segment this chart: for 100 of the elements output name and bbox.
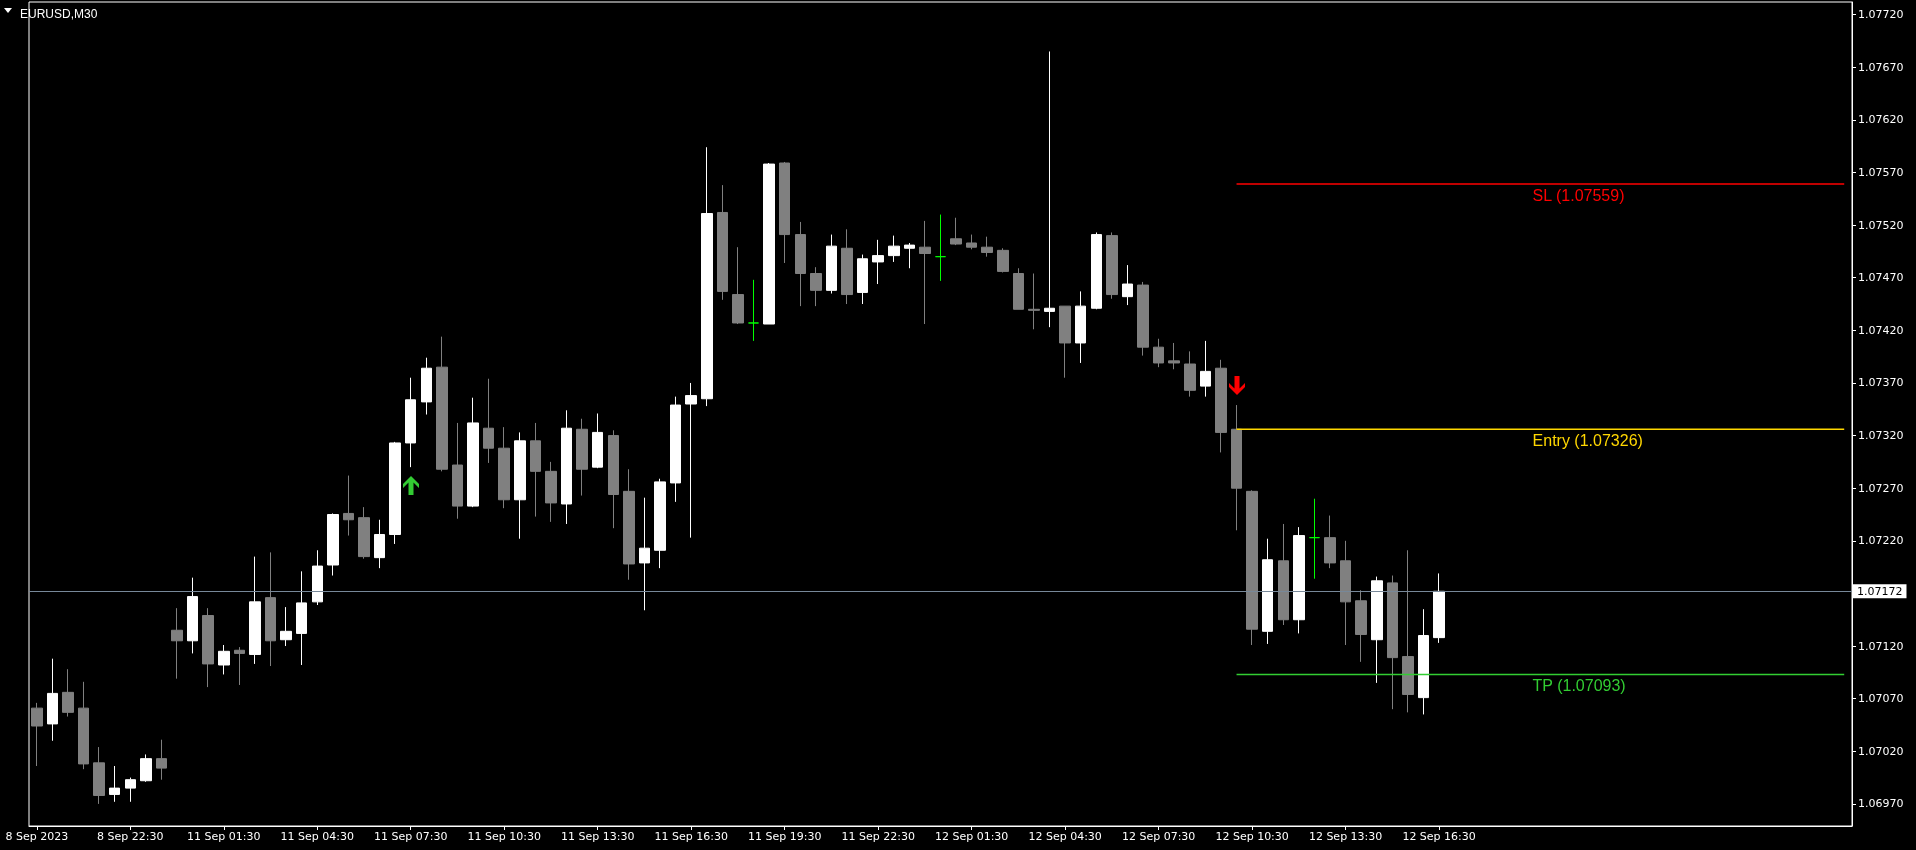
candlestick — [701, 146, 713, 407]
x-tick-label: 11 Sep 10:30 — [467, 830, 541, 843]
candlestick — [218, 644, 230, 675]
x-tick-label: 11 Sep 19:30 — [747, 830, 822, 843]
candlestick — [1137, 281, 1149, 357]
candlestick — [826, 234, 837, 294]
y-tick-label: 1.07620 — [1858, 113, 1904, 127]
y-tick-label: 1.07320 — [1858, 429, 1904, 443]
x-tick-label: 8 Sep 2023 — [5, 830, 69, 843]
candlestick — [234, 646, 245, 686]
candlestick — [1122, 264, 1133, 306]
y-tick-label: 1.07020 — [1858, 744, 1904, 758]
candlestick — [981, 236, 993, 258]
candlestick — [795, 221, 806, 307]
candlestick — [1262, 538, 1273, 645]
candlestick — [343, 475, 354, 537]
candlestick — [265, 551, 276, 667]
candlestick — [514, 431, 526, 540]
candlestick — [841, 228, 853, 305]
candlestick — [31, 702, 43, 767]
candlestick — [654, 478, 666, 569]
candlestick — [639, 497, 650, 611]
candlestick — [62, 668, 74, 718]
candlestick — [156, 739, 167, 781]
y-tick-label: 1.07220 — [1858, 534, 1904, 548]
candlestick — [997, 247, 1009, 273]
candlestick — [202, 607, 214, 688]
candlestick — [358, 506, 370, 560]
x-tick-label: 11 Sep 16:30 — [654, 830, 728, 843]
candlestick — [748, 279, 759, 342]
x-tick-label: 12 Sep 13:30 — [1308, 830, 1383, 843]
y-tick-label: 1.07720 — [1858, 8, 1904, 22]
candlestick — [576, 418, 588, 497]
candlestick — [187, 577, 198, 654]
candlestick — [498, 426, 510, 509]
candlestick — [561, 409, 572, 525]
candlestick — [109, 765, 120, 803]
candlestick — [1013, 267, 1024, 310]
chart-title: EURUSD,M30 — [20, 7, 98, 21]
candlestick — [389, 441, 401, 545]
candlestick — [670, 396, 681, 503]
x-tick-label: 11 Sep 07:30 — [374, 830, 448, 843]
candlestick — [1231, 404, 1242, 531]
candlestick — [685, 382, 697, 539]
candlestick — [171, 607, 183, 680]
candlestick — [467, 397, 479, 508]
candlestick — [1028, 273, 1040, 330]
y-tick-label: 1.07270 — [1858, 481, 1904, 495]
y-tick-label: 1.07570 — [1858, 165, 1904, 179]
candlestick — [1215, 359, 1227, 453]
candlestick — [1418, 608, 1429, 715]
candlestick — [1293, 526, 1305, 634]
candlestick — [280, 606, 292, 647]
candlestick — [1153, 338, 1164, 368]
x-tick-label: 12 Sep 01:30 — [934, 830, 1009, 843]
candlestick — [1184, 350, 1196, 398]
candlestick — [1371, 576, 1383, 684]
candlestick — [1059, 305, 1071, 379]
candlestick — [1433, 572, 1445, 644]
y-tick-label: 1.07120 — [1858, 639, 1904, 653]
candlestick — [1106, 231, 1118, 300]
candlestick — [125, 777, 136, 803]
candlestick — [857, 254, 868, 305]
candlestick — [1340, 540, 1351, 646]
candlestick — [421, 357, 432, 416]
candlestick — [1355, 589, 1367, 663]
candlestick — [249, 556, 261, 665]
y-tick-label: 1.07070 — [1858, 692, 1904, 706]
candlestick — [93, 746, 105, 805]
candlestick — [483, 378, 494, 464]
candlestick — [623, 468, 635, 581]
series-label: SL (1.07559) — [1532, 186, 1625, 204]
candlestick — [312, 549, 323, 606]
candlestick — [779, 161, 790, 264]
candlestick — [1324, 515, 1336, 569]
candlestick — [935, 214, 946, 282]
x-tick-label: 11 Sep 22:30 — [841, 830, 915, 843]
y-tick-label: 1.07670 — [1858, 60, 1904, 74]
candlestick — [436, 336, 448, 472]
candlestick — [1044, 50, 1055, 328]
candlestick — [374, 519, 385, 569]
candlestick — [452, 422, 463, 520]
candlestick — [327, 512, 339, 577]
candlestick — [872, 239, 884, 285]
candlestick — [1309, 498, 1320, 580]
candlestick — [810, 266, 822, 307]
x-tick-label: 11 Sep 01:30 — [187, 830, 261, 843]
candlestick — [919, 220, 931, 325]
x-tick-label: 12 Sep 16:30 — [1402, 830, 1476, 843]
x-tick-label: 8 Sep 22:30 — [97, 830, 164, 843]
x-tick-label: 11 Sep 04:30 — [280, 830, 354, 843]
candlestick — [1402, 549, 1414, 713]
y-tick-label: 1.07470 — [1858, 271, 1904, 285]
candlestick — [966, 234, 977, 250]
candlestick — [1168, 342, 1180, 370]
candlestick — [1091, 231, 1102, 310]
candlestick — [904, 242, 915, 269]
candlestick — [47, 658, 58, 742]
x-tick-label: 12 Sep 07:30 — [1121, 830, 1196, 843]
x-tick-label: 11 Sep 13:30 — [560, 830, 635, 843]
